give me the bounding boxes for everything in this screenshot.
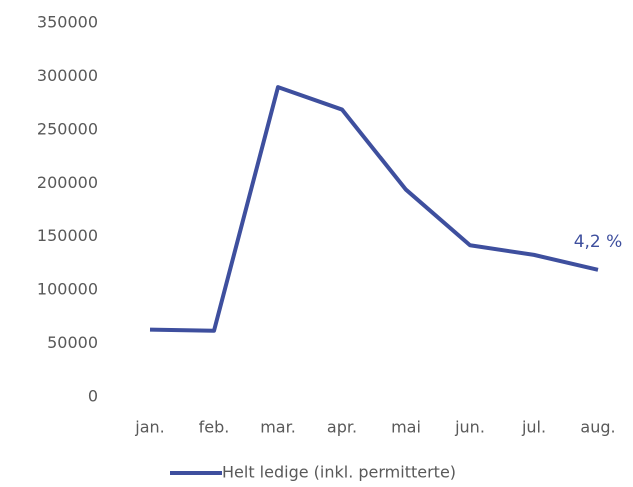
legend-label: Helt ledige (inkl. permitterte) [222,463,456,482]
y-tick-label: 100000 [37,280,98,299]
y-tick-label: 50000 [47,333,98,352]
x-tick-label: mai [391,418,421,437]
y-tick-label: 0 [88,387,98,406]
x-tick-label: jan. [134,418,164,437]
y-tick-label: 200000 [37,173,98,192]
series-line [149,85,599,333]
y-tick-label: 250000 [37,119,98,138]
x-tick-label: apr. [327,418,357,437]
annotation: 4,2 % [574,232,623,252]
x-tick-label: mar. [260,418,296,437]
x-tick-label: feb. [199,418,230,437]
y-tick-label: 350000 [37,13,98,32]
x-tick-label: aug. [580,418,615,437]
x-tick-label: jul. [521,418,546,437]
x-tick-label: jun. [454,418,485,437]
y-tick-label: 150000 [37,226,98,245]
y-tick-label: 300000 [37,66,98,85]
